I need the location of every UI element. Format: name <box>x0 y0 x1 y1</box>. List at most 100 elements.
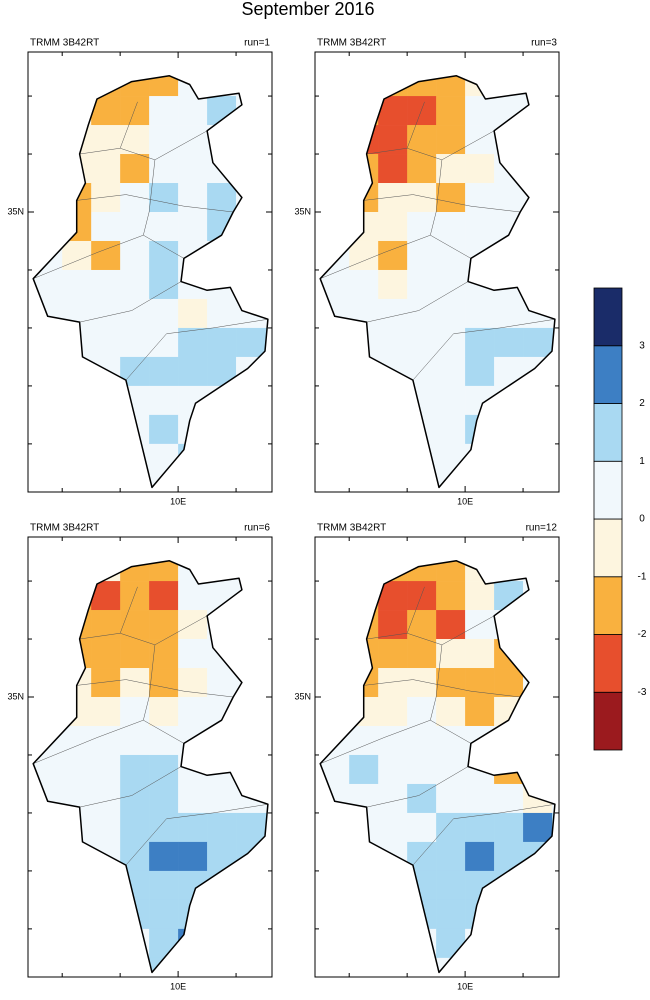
grid-cell <box>552 560 555 582</box>
admin-boundary <box>33 234 185 279</box>
grid-cell <box>436 899 466 930</box>
grid-cell <box>320 385 350 416</box>
grid-cell <box>91 298 121 329</box>
grid-cell <box>62 754 92 785</box>
colorbar-box <box>593 634 623 693</box>
grid-cell <box>178 414 208 445</box>
grid-cell <box>33 385 63 416</box>
grid-cell <box>436 443 466 474</box>
admin-boundary <box>76 194 234 213</box>
grid-cell <box>91 96 121 126</box>
colorbar-label: -3 <box>638 687 647 698</box>
grid-cell <box>320 356 350 387</box>
grid-cell <box>552 754 555 785</box>
admin-boundary <box>430 159 443 236</box>
grid-cell <box>120 870 150 901</box>
grid-cell <box>552 639 555 669</box>
grid-cell <box>407 125 437 155</box>
grid-cell <box>236 697 266 727</box>
grid-cell <box>178 928 208 959</box>
grid-cell <box>91 472 121 488</box>
grid-cell <box>91 668 121 698</box>
admin-boundary <box>363 679 521 698</box>
grid-cell <box>207 385 237 416</box>
grid-cell <box>236 75 266 97</box>
coastline <box>32 75 269 489</box>
grid-cell <box>236 668 266 698</box>
grid-cell <box>523 610 553 640</box>
grid-cell <box>349 812 379 843</box>
grid-cell <box>552 240 555 271</box>
grid-cell <box>265 754 268 785</box>
grid-cell <box>552 183 555 213</box>
grid-cell <box>349 414 379 445</box>
grid-cell <box>265 928 268 959</box>
grid-cell <box>178 581 208 611</box>
grid-cell <box>91 212 121 242</box>
grid-cell <box>207 327 237 358</box>
grid-cell <box>436 668 466 698</box>
grid-cell <box>436 96 466 126</box>
grid-cell <box>320 899 350 930</box>
y-tick-label: 35N <box>294 206 311 216</box>
grid-cell <box>265 96 268 126</box>
grid-cell <box>149 414 179 445</box>
admin-boundary <box>366 615 495 646</box>
grid-cell <box>120 812 150 843</box>
grid-cell <box>436 385 466 416</box>
grid-cell <box>320 812 350 843</box>
grid-cell <box>62 96 92 126</box>
grid-cell <box>91 414 121 445</box>
grid-cell <box>149 75 179 97</box>
grid-cell <box>120 183 150 213</box>
grid-cell <box>149 841 179 872</box>
grid-cell <box>378 298 408 329</box>
admin-boundary <box>143 159 156 236</box>
grid-cell <box>33 96 63 126</box>
grid-cell <box>33 957 63 973</box>
grid-cell <box>378 125 408 155</box>
coastline <box>319 75 556 489</box>
grid-cell <box>149 754 179 785</box>
grid-cell <box>120 697 150 727</box>
grid-cell <box>207 841 237 872</box>
grid-cell <box>62 725 92 756</box>
grid-cell <box>407 668 437 698</box>
grid-cell <box>120 725 150 756</box>
grid-cell <box>265 183 268 213</box>
grid-cell <box>62 298 92 329</box>
grid-cell <box>33 841 63 872</box>
grid-cell <box>62 356 92 387</box>
grid-cell <box>91 899 121 930</box>
panel-right-title: run=3 <box>531 38 557 49</box>
grid-cell <box>494 697 524 727</box>
grid-cell <box>407 812 437 843</box>
grid-cell <box>120 783 150 814</box>
grid-cell <box>436 327 466 358</box>
figure-title: September 2016 <box>241 0 374 19</box>
grid-cell <box>265 75 268 97</box>
grid-cell <box>552 928 555 959</box>
grid-cell <box>407 212 437 242</box>
grid-cell <box>349 957 379 973</box>
grid-cell <box>265 472 268 488</box>
grid-cell <box>91 327 121 358</box>
grid-cell <box>552 899 555 930</box>
grid-cell <box>265 212 268 242</box>
grid-cell <box>149 668 179 698</box>
grid-cell <box>62 240 92 271</box>
grid-cell <box>149 812 179 843</box>
grid-cell <box>494 298 524 329</box>
grid-cell <box>120 154 150 184</box>
grid-cell <box>494 327 524 358</box>
admin-boundary <box>366 130 495 161</box>
grid-cell <box>149 385 179 416</box>
grid-cell <box>494 841 524 872</box>
grid-cell <box>523 812 553 843</box>
grid-cell <box>178 783 208 814</box>
map-panel: 10E 35N TRMM 3B42RT run=1 <box>7 38 273 506</box>
grid-cell <box>62 928 92 959</box>
grid-cell <box>33 783 63 814</box>
grid-cell <box>320 75 350 97</box>
grid-cell <box>320 928 350 959</box>
